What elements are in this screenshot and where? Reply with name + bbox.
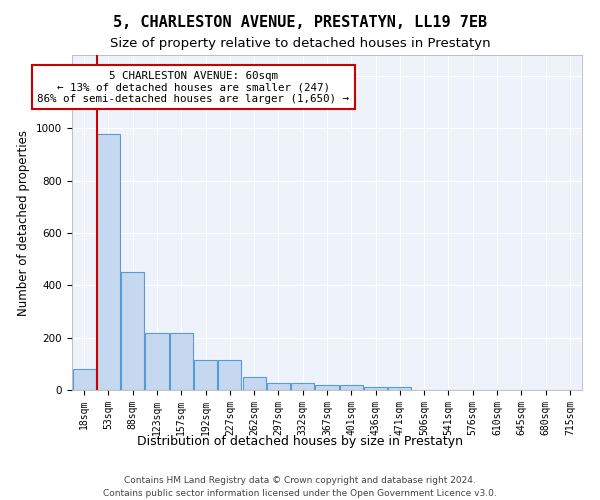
Text: Contains public sector information licensed under the Open Government Licence v3: Contains public sector information licen…: [103, 489, 497, 498]
Bar: [121, 272, 144, 390]
Bar: [97, 134, 120, 390]
Bar: [364, 388, 387, 390]
Bar: [291, 384, 314, 390]
Bar: [316, 385, 338, 390]
Bar: [218, 360, 241, 390]
Bar: [267, 384, 290, 390]
Bar: [242, 377, 266, 390]
Text: 5, CHARLESTON AVENUE, PRESTATYN, LL19 7EB: 5, CHARLESTON AVENUE, PRESTATYN, LL19 7E…: [113, 15, 487, 30]
Bar: [170, 333, 193, 390]
Text: Distribution of detached houses by size in Prestatyn: Distribution of detached houses by size …: [137, 435, 463, 448]
Bar: [194, 360, 217, 390]
Y-axis label: Number of detached properties: Number of detached properties: [17, 130, 31, 316]
Text: Size of property relative to detached houses in Prestatyn: Size of property relative to detached ho…: [110, 38, 490, 51]
Bar: [145, 333, 169, 390]
Text: Contains HM Land Registry data © Crown copyright and database right 2024.: Contains HM Land Registry data © Crown c…: [124, 476, 476, 485]
Text: 5 CHARLESTON AVENUE: 60sqm
← 13% of detached houses are smaller (247)
86% of sem: 5 CHARLESTON AVENUE: 60sqm ← 13% of deta…: [37, 70, 349, 104]
Bar: [340, 385, 363, 390]
Bar: [388, 388, 412, 390]
Bar: [73, 369, 95, 390]
